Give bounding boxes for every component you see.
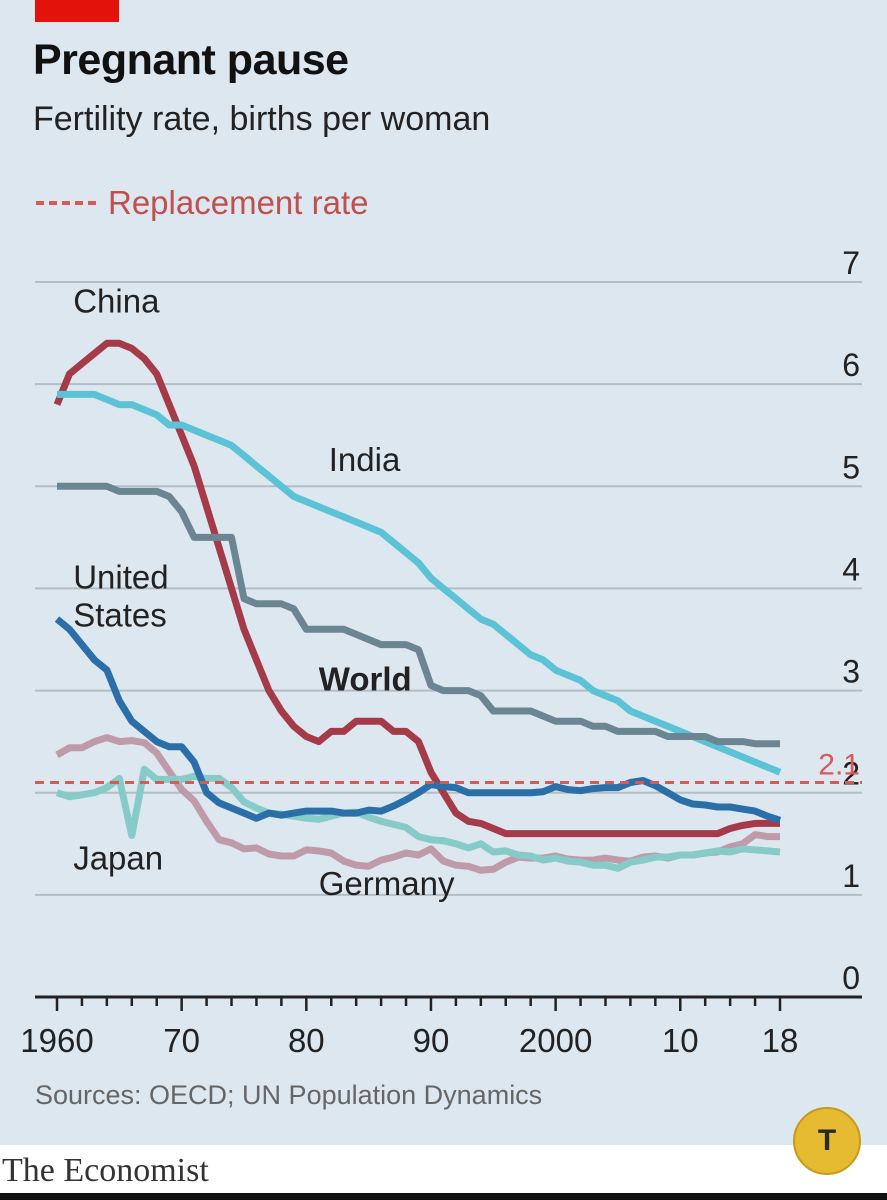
series-label-world: World bbox=[319, 661, 412, 698]
translate-badge-button[interactable]: T bbox=[793, 1107, 861, 1175]
footer-bar bbox=[0, 1145, 887, 1200]
legend: Replacement rate bbox=[36, 184, 368, 222]
series-line-india bbox=[57, 390, 782, 776]
sources-note: Sources: OECD; UN Population Dynamics bbox=[35, 1080, 543, 1110]
y-tick-label: 4 bbox=[842, 551, 860, 587]
x-tick-label: 1960 bbox=[20, 1022, 93, 1059]
series-label-india: India bbox=[329, 441, 401, 478]
series-label-germany: Germany bbox=[319, 865, 455, 902]
series-label-line: States bbox=[73, 596, 167, 633]
series-label-line: United bbox=[73, 558, 168, 595]
series-label-us: United States bbox=[73, 558, 168, 633]
y-tick-label: 5 bbox=[842, 449, 860, 485]
legend-replacement-label: Replacement rate bbox=[108, 184, 369, 221]
translate-icon: T bbox=[817, 1124, 837, 1157]
x-tick-label: 90 bbox=[413, 1022, 450, 1059]
x-tick-label: 80 bbox=[288, 1022, 325, 1059]
series-label-japan: Japan bbox=[73, 839, 163, 876]
chart-title: Pregnant pause bbox=[33, 36, 349, 84]
series-line-japan bbox=[55, 765, 781, 872]
series-label-china: China bbox=[73, 283, 160, 320]
y-tick-label: 6 bbox=[842, 347, 860, 383]
y-tick-label: 0 bbox=[842, 960, 860, 996]
x-tick-label: 18 bbox=[762, 1022, 799, 1059]
chart-subtitle: Fertility rate, births per woman bbox=[33, 100, 491, 138]
y-tick-label: 7 bbox=[842, 245, 860, 281]
series-line-us bbox=[54, 616, 782, 824]
replacement-rate-value: 2.1 bbox=[818, 749, 860, 782]
x-tick-label: 2000 bbox=[519, 1022, 592, 1059]
replacement-dash-swatch bbox=[36, 201, 96, 205]
series-line-china bbox=[53, 339, 780, 838]
y-tick-label: 3 bbox=[842, 654, 860, 690]
brand-wordmark: The Economist bbox=[2, 1152, 209, 1189]
brand-red-tag bbox=[35, 0, 119, 22]
series-line-germany bbox=[55, 734, 780, 874]
series-line-world bbox=[57, 482, 780, 748]
x-tick-label: 10 bbox=[662, 1022, 699, 1059]
x-tick-label: 70 bbox=[163, 1022, 200, 1059]
y-tick-label: 1 bbox=[842, 858, 860, 894]
bottom-rule bbox=[0, 1193, 887, 1200]
